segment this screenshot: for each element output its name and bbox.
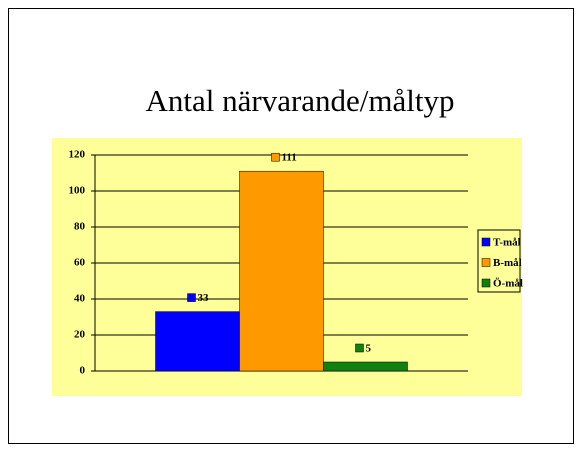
- bar: [155, 311, 240, 372]
- legend-label: Ö-mål: [493, 277, 523, 290]
- y-tick-label: 60: [74, 257, 86, 269]
- data-label: 111: [282, 152, 297, 164]
- data-label: 5: [366, 343, 372, 355]
- legend-label: B-mål: [493, 257, 522, 269]
- legend-key: [481, 237, 491, 247]
- y-tick-label: 40: [74, 293, 86, 305]
- y-tick-label: 80: [74, 221, 86, 233]
- label-key: [187, 293, 196, 302]
- label-key: [271, 152, 280, 162]
- y-tick-label: 20: [74, 329, 86, 341]
- y-tick-label: 0: [80, 365, 86, 377]
- legend-key: [481, 258, 491, 267]
- bar: [239, 170, 324, 372]
- legend-key: [481, 278, 491, 288]
- legend-label: T-mål: [493, 237, 521, 249]
- y-tick-label: 120: [69, 149, 86, 161]
- chart-title: Antal närvarande/måltyp: [145, 83, 454, 118]
- label-key: [355, 343, 364, 353]
- bar: [323, 361, 408, 372]
- data-label: 33: [198, 292, 210, 304]
- y-tick-label: 100: [69, 185, 86, 197]
